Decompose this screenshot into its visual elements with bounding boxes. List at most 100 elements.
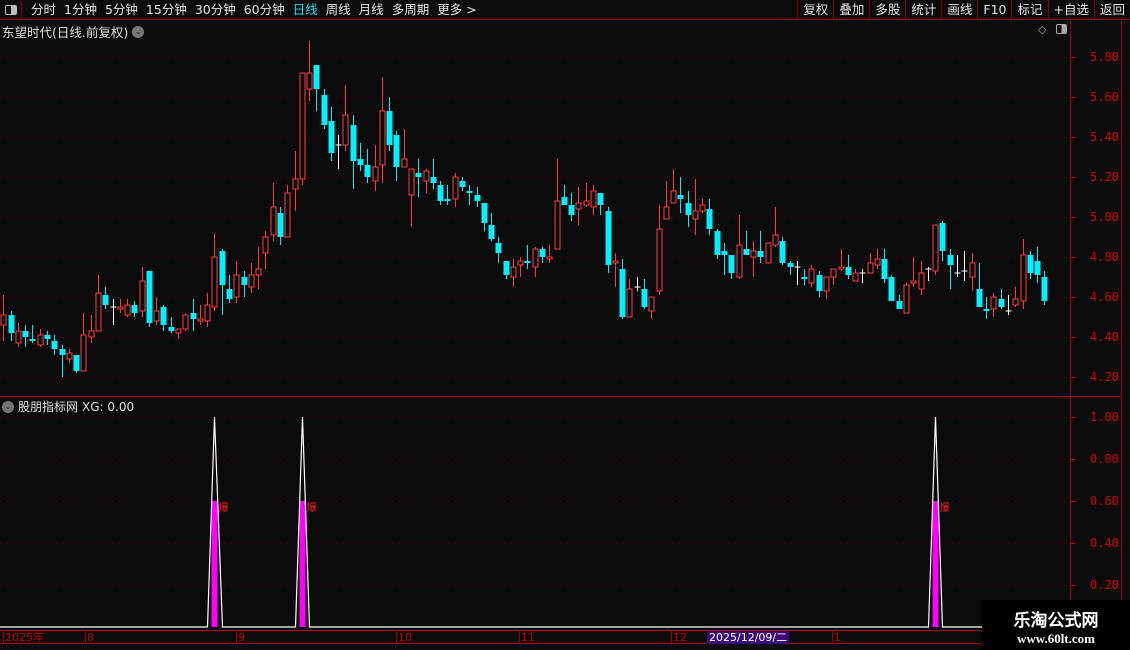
candle-body-down xyxy=(495,243,502,253)
toolbar-button-6[interactable]: 标记 xyxy=(1011,0,1047,20)
tab-6[interactable]: 日线 xyxy=(292,2,318,17)
candle-body-down xyxy=(947,255,954,265)
candle-body-down xyxy=(102,295,109,305)
toolbar-button-8[interactable]: 返回 xyxy=(1093,0,1130,20)
toolbar-button-0[interactable]: 复权 xyxy=(797,0,833,20)
chart-title: 东望时代(日线.前复权) xyxy=(2,25,129,40)
candle-body-down xyxy=(160,307,167,325)
chevron-down-icon[interactable]: ⌄ xyxy=(2,400,14,413)
indicator-value: XG: 0.00 xyxy=(82,399,135,414)
candle-body-up xyxy=(139,280,146,312)
candle-body-down xyxy=(568,205,575,215)
candle-body-up xyxy=(175,328,182,334)
chart-title-bar: 东望时代(日线.前复权) ⌄ xyxy=(2,22,145,41)
candle-body-down xyxy=(8,315,15,333)
date-label: 10 xyxy=(396,631,412,644)
date-label: 2025年 xyxy=(3,631,44,644)
candle-body-up xyxy=(918,272,925,290)
candle-body-down xyxy=(430,177,437,183)
candle-body-up xyxy=(342,114,349,146)
pane-separator[interactable] xyxy=(0,396,1122,397)
candle-body-down xyxy=(313,65,320,89)
candle-body-down xyxy=(219,251,226,285)
candle-body-down xyxy=(466,191,473,193)
tab-4[interactable]: 30分钟 xyxy=(194,2,236,17)
candle-body-down xyxy=(685,203,692,215)
tab-7[interactable]: 周线 xyxy=(325,2,351,17)
toolbar-button-4[interactable]: 画线 xyxy=(941,0,977,20)
candle-body-up xyxy=(532,248,539,268)
candle-body-up xyxy=(736,244,743,278)
price-label: 4.60 xyxy=(1090,290,1119,304)
candle-body-down xyxy=(641,289,648,307)
candle-body-up xyxy=(95,292,102,332)
candle-body-up xyxy=(248,274,255,288)
toolbar-button-7[interactable]: +自选 xyxy=(1047,0,1094,20)
chevron-down-icon[interactable]: ⌄ xyxy=(132,25,145,38)
candle-body-down xyxy=(728,255,735,273)
tab-9[interactable]: 多周期 xyxy=(391,2,430,17)
candle-body-down xyxy=(845,267,852,275)
candle-body-down xyxy=(721,251,728,255)
candle-body-up xyxy=(990,296,997,310)
date-label: 11 xyxy=(519,631,535,644)
panel-toggle-icon[interactable] xyxy=(1056,24,1067,34)
candle-body-up xyxy=(306,72,313,90)
candle-body-down xyxy=(29,339,36,341)
toolbar-button-1[interactable]: 叠加 xyxy=(833,0,869,20)
candle-body-up xyxy=(830,268,837,278)
price-label: 4.20 xyxy=(1090,370,1119,384)
candle-body-down xyxy=(328,121,335,153)
signal-bar xyxy=(932,501,939,627)
candle-body-up xyxy=(750,250,757,258)
indicator-name: 股朋指标网 xyxy=(18,400,79,414)
layout-toggle-icon[interactable] xyxy=(0,0,22,20)
tab-3[interactable]: 15分钟 xyxy=(145,2,187,17)
tab-2[interactable]: 5分钟 xyxy=(104,2,138,17)
candle-body-up xyxy=(648,296,655,312)
candle-body-down xyxy=(59,349,66,355)
candle-body-up xyxy=(66,352,73,360)
candlestick-chart[interactable]: 爆爆爆 xyxy=(0,0,1122,630)
candle-body-down xyxy=(706,209,713,229)
candle-body-down xyxy=(190,313,197,319)
candle-body-down xyxy=(488,225,495,239)
candle-body-up xyxy=(808,268,815,284)
signal-bar xyxy=(211,501,218,627)
toolbar-button-3[interactable]: 统计 xyxy=(905,0,941,20)
diamond-icon[interactable]: ◇ xyxy=(1038,23,1047,36)
candle-body-down xyxy=(146,271,153,323)
candle-body-up xyxy=(510,266,517,278)
toolbar-button-2[interactable]: 多股 xyxy=(869,0,905,20)
tab-10[interactable]: 更多 > xyxy=(437,2,477,17)
watermark: 乐淘公式网 www.60lt.com xyxy=(982,600,1130,650)
candle-body-down xyxy=(539,249,546,257)
candle-body-down xyxy=(881,259,888,279)
candle-body-up xyxy=(379,110,386,166)
candle-body-up xyxy=(0,314,7,326)
candle-body-up xyxy=(765,242,772,264)
candle-body-up xyxy=(590,190,597,208)
tab-8[interactable]: 月线 xyxy=(358,2,384,17)
tab-5[interactable]: 60分钟 xyxy=(243,2,285,17)
candle-body-up xyxy=(197,318,204,322)
candle-body-up xyxy=(969,262,976,278)
price-label: 4.80 xyxy=(1090,250,1119,264)
candle-body-up xyxy=(372,166,379,182)
candle-body-up xyxy=(546,256,553,260)
candle-body-down xyxy=(779,241,786,263)
candle-body-down xyxy=(1034,261,1041,275)
candle-body-up xyxy=(663,206,670,220)
candle-body-up xyxy=(284,192,291,238)
tab-1[interactable]: 1分钟 xyxy=(64,2,97,17)
toolbar-button-5[interactable]: F10 xyxy=(977,0,1011,20)
tab-0[interactable]: 分时 xyxy=(31,2,57,17)
candle-body-down xyxy=(22,331,29,337)
candle-body-down xyxy=(51,341,58,349)
candle-body-down xyxy=(896,301,903,309)
price-label: 5.60 xyxy=(1090,90,1119,104)
price-label: 5.80 xyxy=(1090,50,1119,64)
candle-body-up xyxy=(15,330,22,344)
candle-body-up xyxy=(1012,298,1019,306)
candle-body-up xyxy=(182,314,189,330)
